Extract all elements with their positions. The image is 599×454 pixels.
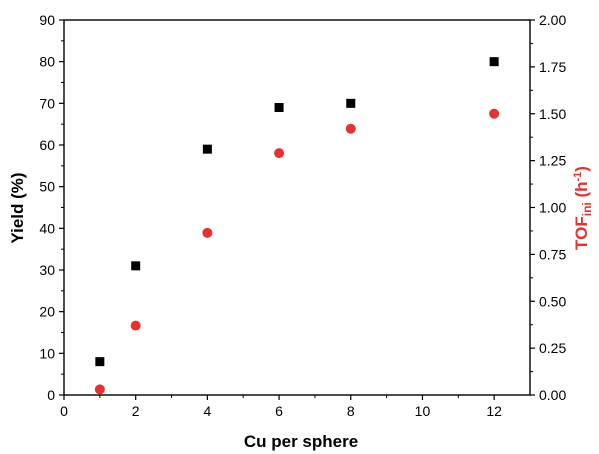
y-right-tick-label: 1.75 <box>539 59 566 75</box>
y-left-tick-label: 60 <box>39 137 55 153</box>
x-tick-label: 10 <box>415 403 431 419</box>
y-right-tick-label: 2.00 <box>539 12 566 28</box>
y-left-tick-label: 0 <box>47 387 55 403</box>
y-right-tick-label: 0.25 <box>539 340 566 356</box>
x-tick-label: 0 <box>60 403 68 419</box>
ticks: 0 2 4 6 8 10 12 0 10 20 30 40 50 60 70 80 90 0.00 0.25 0.50… <box>39 12 566 419</box>
yield-point <box>346 98 356 108</box>
y-left-tick-label: 80 <box>39 54 55 70</box>
yield-point <box>489 57 499 67</box>
y-right-title-main: TOF <box>572 216 591 250</box>
axes <box>63 19 531 396</box>
y-left-axis-title: Yield (%) <box>8 172 27 243</box>
tof-point <box>130 320 141 331</box>
y-right-title-unit-sup: -1 <box>572 172 584 182</box>
y-right-tick-label: 1.25 <box>539 153 566 169</box>
y-left-tick-label: 90 <box>39 12 55 28</box>
x-tick-label: 8 <box>347 403 355 419</box>
y-right-title-sub: ini <box>580 202 594 216</box>
y-right-tick-label: 1.50 <box>539 106 566 122</box>
tof-point <box>94 384 105 395</box>
x-tick-label: 6 <box>275 403 283 419</box>
yield-point <box>274 103 284 112</box>
y-right-title-unit-suffix: ) <box>572 166 591 172</box>
yield-point <box>95 357 105 367</box>
x-tick-label: 12 <box>486 403 502 419</box>
y-right-axis-title: TOFini (h-1) <box>572 166 594 250</box>
tof-point <box>202 227 213 238</box>
x-axis-title: Cu per sphere <box>244 432 358 451</box>
plot-frame <box>63 19 531 396</box>
y-right-tick-label: 0.50 <box>539 293 566 309</box>
tof-point <box>345 123 356 134</box>
y-right-title-unit-prefix: (h <box>572 181 591 202</box>
y-right-tick-label: 0.75 <box>539 246 566 262</box>
tof-point <box>274 148 285 159</box>
y-left-tick-label: 70 <box>39 95 55 111</box>
yield-point <box>131 261 141 271</box>
y-left-tick-label: 10 <box>39 345 55 361</box>
x-tick-label: 2 <box>132 403 140 419</box>
y-right-tick-label: 0.00 <box>539 387 566 403</box>
y-left-tick-label: 50 <box>39 179 55 195</box>
y-left-tick-label: 40 <box>39 220 55 236</box>
y-right-tick-label: 1.00 <box>539 200 566 216</box>
x-tick-label: 4 <box>203 403 211 419</box>
y-left-tick-label: 30 <box>39 262 55 278</box>
yield-point <box>202 144 212 154</box>
tof-point <box>489 108 500 119</box>
y-left-tick-label: 20 <box>39 304 55 320</box>
data-points <box>94 57 500 395</box>
